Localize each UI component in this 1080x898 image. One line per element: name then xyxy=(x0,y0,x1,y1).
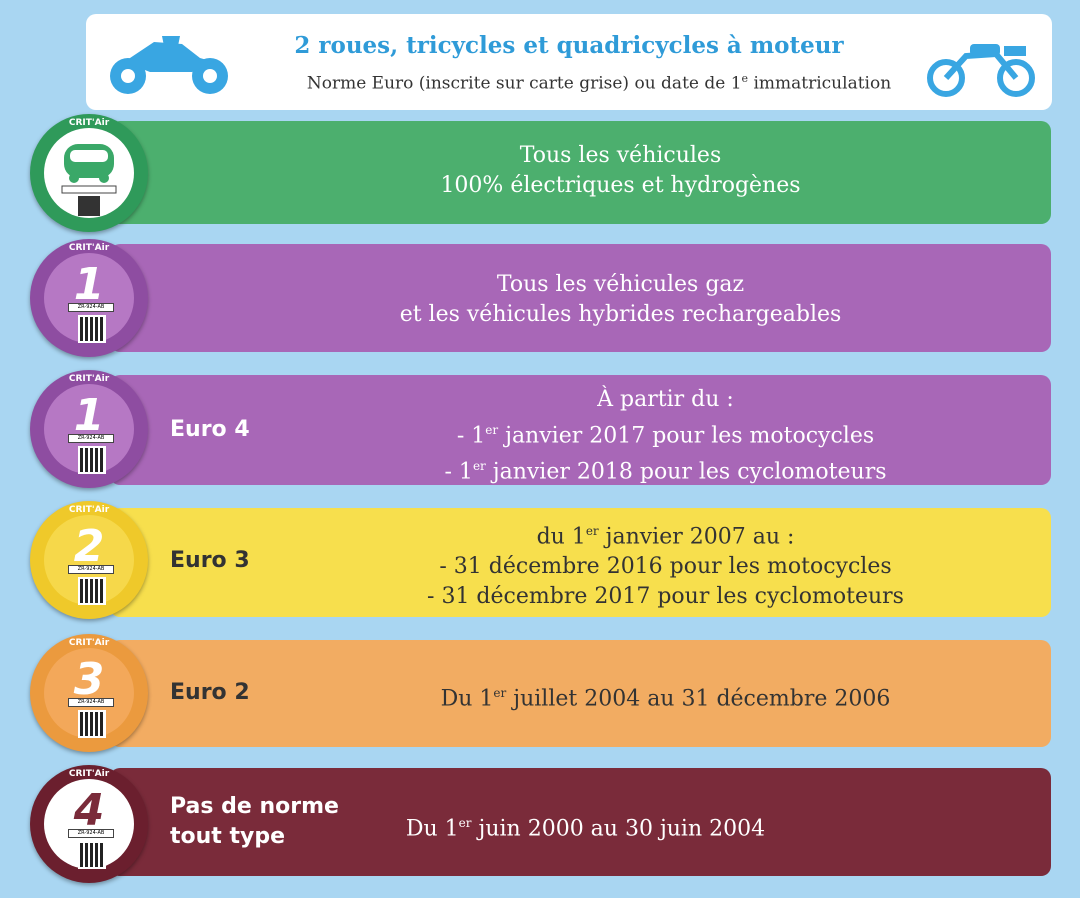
header-title: 2 roues, tricycles et quadricycles à mot… xyxy=(294,32,844,59)
row-crit1-gaz: Tous les véhicules gaz et les véhicules … xyxy=(110,244,1051,352)
critair-1-badge: CRIT'Air 1 ZR-924-AB xyxy=(30,239,148,357)
row-crit4: Pas de norme tout type Du 1er juin 2000 … xyxy=(110,768,1051,876)
row-euro2: Euro 2 Du 1er juillet 2004 au 31 décembr… xyxy=(110,640,1051,747)
qr-code-icon xyxy=(78,315,106,343)
row-text: Du 1er juillet 2004 au 31 décembre 2006 xyxy=(440,686,891,712)
moped-icon xyxy=(927,44,1035,97)
critair-electric-badge: CRIT'Air xyxy=(30,114,148,232)
critair-2-badge: CRIT'Air 2 ZR-924-AB xyxy=(30,501,148,619)
row-euro4: Euro 4 À partir du : - 1er janvier 2017 … xyxy=(110,375,1051,485)
motorcycle-icon xyxy=(110,36,228,94)
row-euro3: Euro 3 du 1er janvier 2007 au : - 31 déc… xyxy=(110,508,1051,617)
header-subtitle: Norme Euro (inscrite sur carte grise) ou… xyxy=(306,72,892,94)
euro-label: Euro 2 xyxy=(170,680,250,705)
row-text: du 1er janvier 2007 au : - 31 décembre 2… xyxy=(427,524,904,610)
header-panel: 2 roues, tricycles et quadricycles à mot… xyxy=(86,14,1052,110)
qr-code-icon xyxy=(78,577,106,605)
qr-code-icon xyxy=(78,841,106,869)
electric-car-icon xyxy=(61,144,117,216)
row-text: Tous les véhicules 100% électriques et h… xyxy=(440,143,801,198)
row-electric: Tous les véhicules 100% électriques et h… xyxy=(110,121,1051,224)
row-text: Tous les véhicules gaz et les véhicules … xyxy=(399,272,842,327)
euro-label: Euro 4 xyxy=(170,417,250,442)
euro-label: Pas de norme tout type xyxy=(170,794,339,849)
qr-code-icon xyxy=(78,710,106,738)
critair-1-badge: CRIT'Air 1 ZR-924-AB xyxy=(30,370,148,488)
row-text: À partir du : - 1er janvier 2017 pour le… xyxy=(444,387,887,485)
qr-code-icon xyxy=(78,446,106,474)
euro-label: Euro 3 xyxy=(170,548,250,573)
row-text: Du 1er juin 2000 au 30 juin 2004 xyxy=(405,816,766,842)
critair-4-badge: CRIT'Air 4 ZR-924-AB xyxy=(30,765,148,883)
critair-3-badge: CRIT'Air 3 ZR-924-AB xyxy=(30,634,148,752)
